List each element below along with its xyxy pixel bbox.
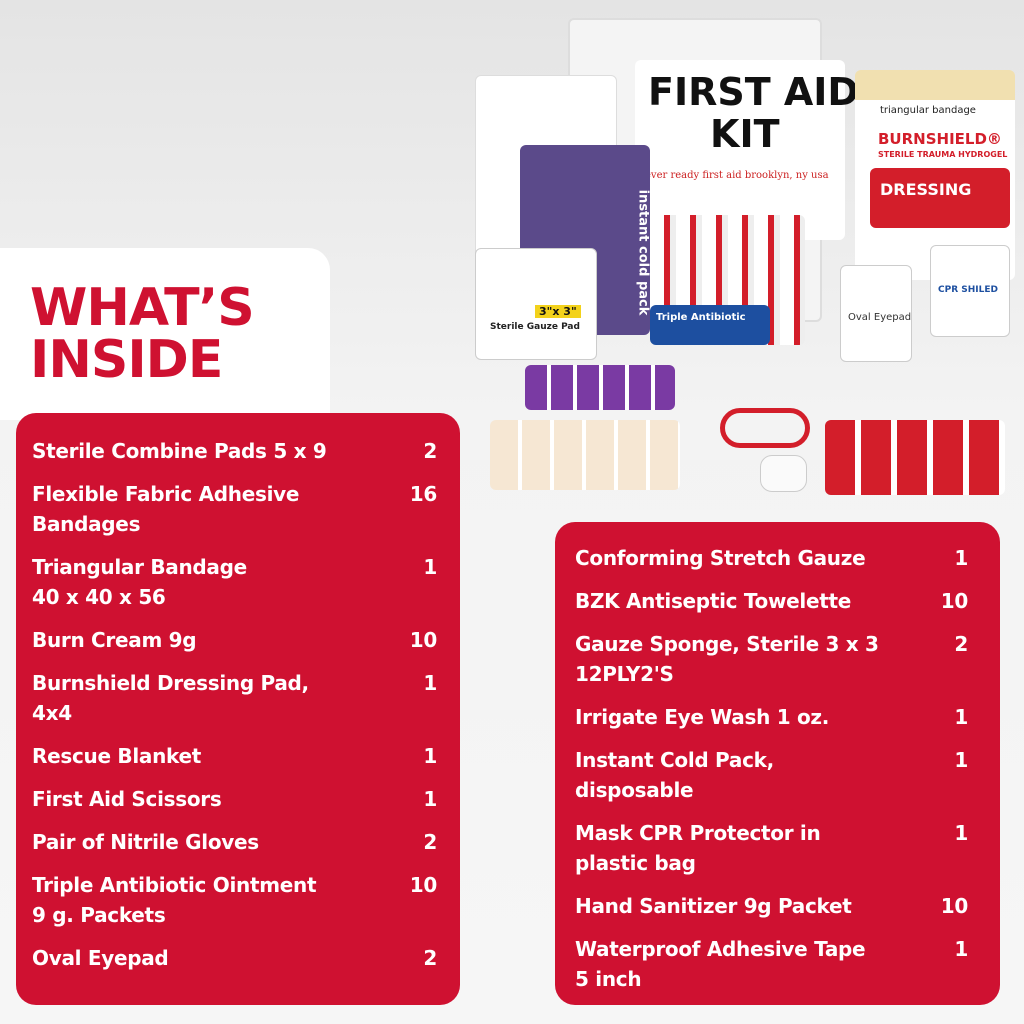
item-quantity: 1 [954,821,968,845]
burn-cream [490,420,680,490]
item-name: disposable [575,778,694,802]
heading-box: WHAT’S INSIDE [0,248,330,420]
item-name: Burn Cream 9g [32,628,197,652]
sanitizer-packets [825,420,1005,495]
item-name: Mask CPR Protector in [575,821,821,845]
item-name: Waterproof Adhesive Tape [575,937,866,961]
list-item: Triangular Bandage 40 x 40 x 56 1 [32,552,437,612]
item-quantity: 10 [940,894,969,918]
list-item: Flexible Fabric Adhesive Bandages 16 [32,479,437,539]
item-quantity: 16 [409,482,438,506]
item-name: Sterile Combine Pads 5 x 9 [32,439,327,463]
item-name: Triple Antibiotic Ointment [32,873,317,897]
cold-pack-label: instant cold pack [635,189,651,316]
item-name: 9 g. Packets [32,903,166,927]
right-list-panel: Conforming Stretch Gauze 1 BZK Antiseptic … [555,522,1000,1005]
heading-line: INSIDE [30,330,223,390]
item-quantity: 1 [954,748,968,772]
item-name: BZK Antiseptic Towelette [575,589,852,613]
item-name: Conforming Stretch Gauze [575,546,866,570]
list-item: Waterproof Adhesive Tape 5 inch 1 [575,934,968,994]
item-name: Pair of Nitrile Gloves [32,830,259,854]
item-quantity: 1 [954,705,968,729]
item-quantity: 10 [409,873,438,897]
eyepad [840,265,912,362]
list-item: Conforming Stretch Gauze 1 [575,543,968,573]
item-quantity: 1 [954,937,968,961]
item-quantity: 2 [423,830,437,854]
item-quantity: 2 [423,946,437,970]
item-quantity: 1 [423,744,437,768]
item-name: Instant Cold Pack, [575,748,774,772]
burnshield-label: BURNSHIELD® [878,130,1002,148]
item-name: Gauze Sponge, Sterile 3 x 3 [575,632,879,656]
item-name: Oval Eyepad [32,946,169,970]
item-name: Irrigate Eye Wash 1 oz. [575,705,830,729]
item-name: 5 inch [575,967,642,991]
list-item: Pair of Nitrile Gloves 2 [32,827,437,857]
list-item: Burn Cream 9g 10 [32,625,437,655]
item-name: First Aid Scissors [32,787,222,811]
item-quantity: 2 [423,439,437,463]
dressing-label: DRESSING [880,180,972,199]
item-name: Rescue Blanket [32,744,202,768]
list-item: Oval Eyepad 2 [32,943,437,973]
item-quantity: 10 [409,628,438,652]
dressing-pack [870,168,1010,228]
item-name: plastic bag [575,851,696,875]
cpr-pack [930,245,1010,337]
purple-wipes [525,365,675,410]
list-item: Instant Cold Pack, disposable 1 [575,745,968,805]
gauze-size: 3"x 3" [535,305,581,318]
left-list-panel: Sterile Combine Pads 5 x 9 2 Flexible Fabr… [16,413,460,1005]
item-quantity: 1 [423,671,437,695]
item-name: Triangular Bandage [32,555,247,579]
burnshield-sub: STERILE TRAUMA HYDROGEL [878,150,1008,159]
kit-title: KIT [710,112,780,156]
list-item: Mask CPR Protector in plastic bag 1 [575,818,968,878]
item-name: Bandages [32,512,141,536]
item-quantity: 1 [423,787,437,811]
kit-title: FIRST AID [648,70,859,114]
item-quantity: 2 [954,632,968,656]
list-item: Triple Antibiotic Ointment 9 g. Packets 10 [32,870,437,930]
list-item: Irrigate Eye Wash 1 oz. 1 [575,702,968,732]
antibiotic-label: Triple Antibiotic [656,312,746,323]
cpr-label: CPR SHILED [938,285,998,295]
tape [760,455,807,492]
item-name: Flexible Fabric Adhesive [32,482,300,506]
item-quantity: 1 [954,546,968,570]
heading-line: WHAT’S [30,278,255,338]
item-name: 4x4 [32,701,72,725]
list-item: Gauze Sponge, Sterile 3 x 3 12PLY2'S 2 [575,629,968,689]
product-photo: FIRST AID KIT ever ready first aid brook… [470,0,1024,520]
antibiotic-pack [650,305,770,345]
gauze-pad [475,248,597,360]
list-item: Sterile Combine Pads 5 x 9 2 [32,436,437,466]
item-name: Burnshield Dressing Pad, [32,671,309,695]
item-name: 40 x 40 x 56 [32,585,166,609]
item-quantity: 10 [940,589,969,613]
kit-brand: ever ready first aid brooklyn, ny usa [645,170,829,181]
gauze-label: Sterile Gauze Pad [490,322,580,332]
item-name: 12PLY2'S [575,662,674,686]
list-item: BZK Antiseptic Towelette 10 [575,586,968,616]
kit-label [635,60,845,240]
item-quantity: 1 [423,555,437,579]
list-item: First Aid Scissors 1 [32,784,437,814]
list-item: Rescue Blanket 1 [32,741,437,771]
item-name: Hand Sanitizer 9g Packet [575,894,852,918]
list-item: Burnshield Dressing Pad, 4x4 1 [32,668,437,728]
eyepad-label: Oval Eyepad [848,312,912,323]
list-item: Hand Sanitizer 9g Packet 10 [575,891,968,921]
scissors [720,408,810,448]
triangular-label: triangular bandage [880,105,976,116]
